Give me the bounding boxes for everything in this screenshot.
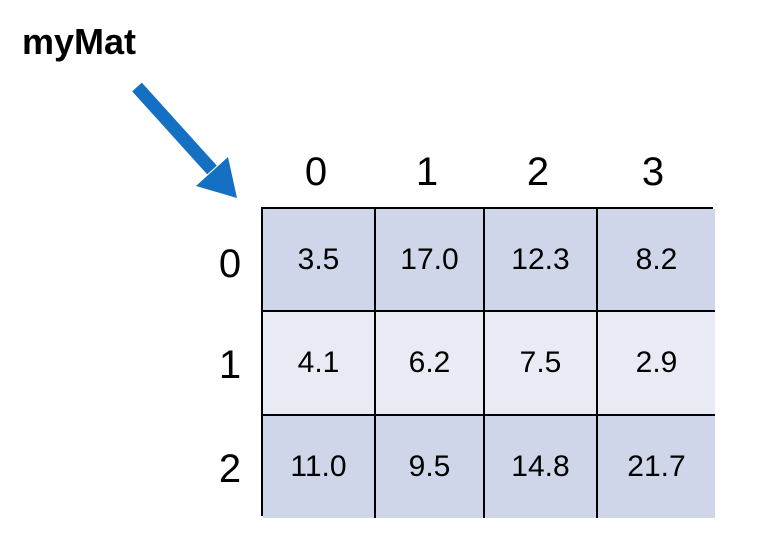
matrix-cell: 9.5 bbox=[376, 416, 485, 518]
matrix-cell: 4.1 bbox=[263, 312, 376, 416]
matrix-grid: 3.5 17.0 12.3 8.2 4.1 6.2 7.5 2.9 11.0 9… bbox=[261, 207, 715, 518]
matrix-cell: 17.0 bbox=[376, 209, 485, 312]
row-index-1: 1 bbox=[218, 343, 242, 387]
matrix-cell: 6.2 bbox=[376, 312, 485, 416]
matrix-cell: 3.5 bbox=[263, 209, 376, 312]
matrix-cell: 7.5 bbox=[485, 312, 598, 416]
matrix-cell: 21.7 bbox=[598, 416, 715, 518]
row-index-2: 2 bbox=[218, 447, 242, 491]
column-index-1: 1 bbox=[415, 150, 439, 194]
matrix-cell: 12.3 bbox=[485, 209, 598, 312]
column-index-3: 3 bbox=[641, 150, 665, 194]
matrix-cell: 11.0 bbox=[263, 416, 376, 518]
column-index-2: 2 bbox=[526, 150, 550, 194]
matrix-cell: 14.8 bbox=[485, 416, 598, 518]
column-index-0: 0 bbox=[304, 150, 328, 194]
matrix-cell: 8.2 bbox=[598, 209, 715, 312]
matrix-name-label: myMat bbox=[22, 21, 137, 62]
row-index-0: 0 bbox=[218, 242, 242, 286]
matrix-cell: 2.9 bbox=[598, 312, 715, 416]
